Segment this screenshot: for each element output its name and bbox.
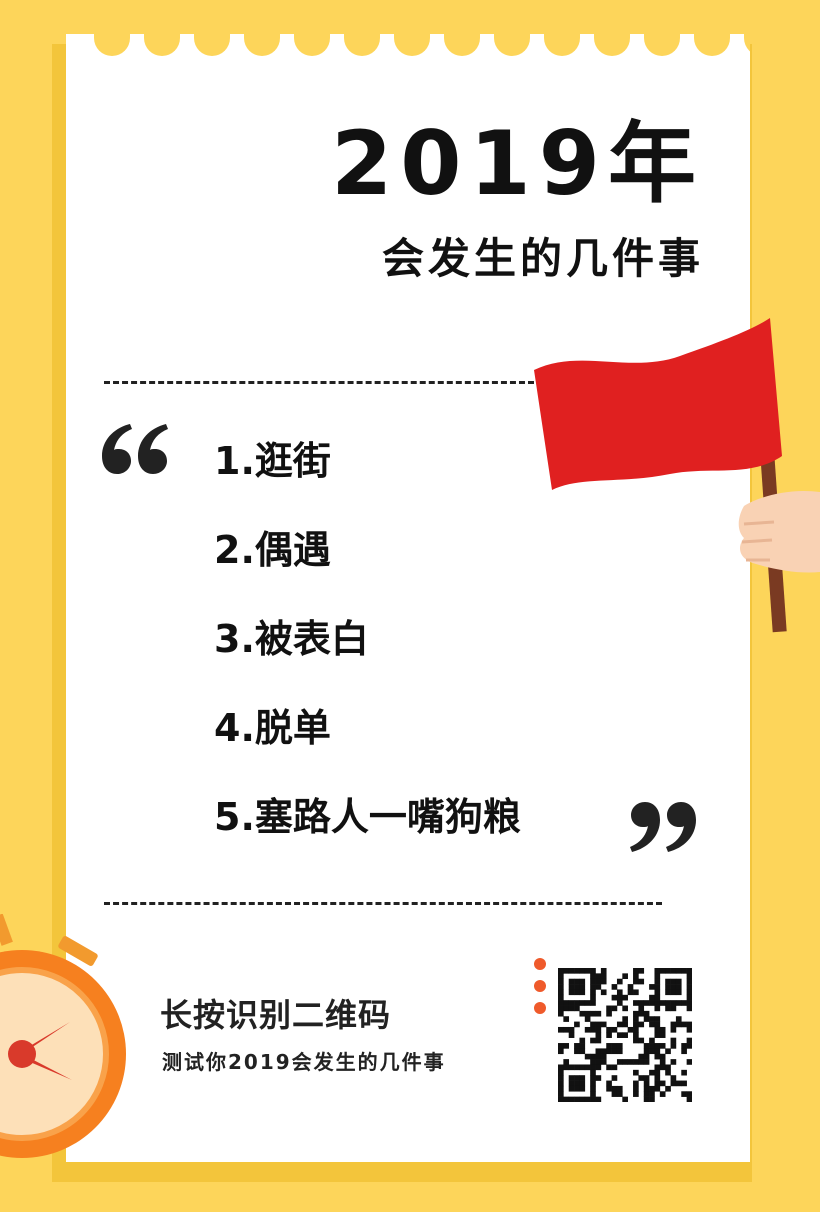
scallop [444, 28, 480, 56]
decorative-dots [534, 958, 548, 1018]
qr-code[interactable] [558, 968, 692, 1102]
page-title: 2019年 [331, 112, 704, 215]
divider-top [104, 381, 534, 384]
list-item: 5.塞路人一嘴狗粮 [214, 795, 521, 839]
scallop [694, 28, 730, 56]
scallop [594, 28, 630, 56]
scallop [194, 28, 230, 56]
scallop [294, 28, 330, 56]
close-quote-icon [630, 802, 696, 852]
paper-scallop-edge [66, 28, 750, 58]
open-quote-icon [102, 424, 168, 474]
red-flag-illustration [534, 318, 820, 633]
scallop [744, 28, 750, 56]
list-item: 3.被表白 [214, 617, 369, 661]
scallop [244, 28, 280, 56]
scallop [394, 28, 430, 56]
scallop [644, 28, 680, 56]
list-item: 4.脱单 [214, 706, 331, 750]
stopwatch-illustration [0, 914, 126, 1158]
divider-bottom [104, 902, 662, 905]
scallop [544, 28, 580, 56]
scallop [494, 28, 530, 56]
page-subtitle: 会发生的几件事 [381, 234, 704, 283]
list-item: 2.偶遇 [214, 528, 331, 572]
scallop [344, 28, 380, 56]
scallop [94, 28, 130, 56]
cta-title: 长按识别二维码 [160, 996, 392, 1034]
list-item: 1.逛街 [214, 439, 331, 483]
event-list: 1.逛街 2.偶遇 3.被表白 4.脱单 5.塞路人一嘴狗粮 [214, 438, 521, 883]
cta-subtitle: 测试你2019会发生的几件事 [162, 1050, 446, 1074]
scallop [144, 28, 180, 56]
